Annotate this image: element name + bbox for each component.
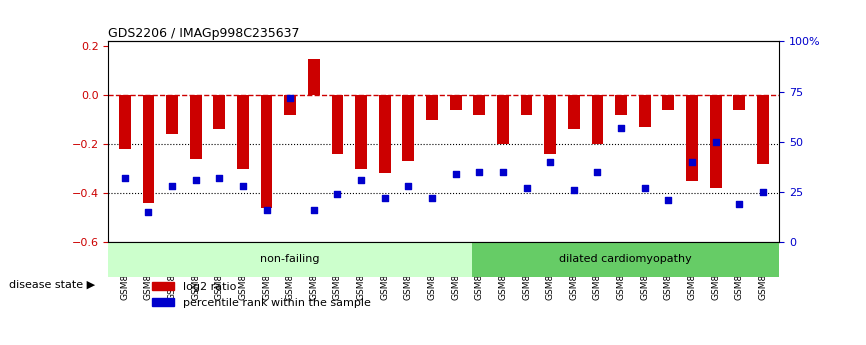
Point bbox=[472, 169, 486, 175]
Point bbox=[520, 185, 533, 190]
Bar bbox=[119, 95, 131, 149]
Point bbox=[425, 195, 439, 200]
Bar bbox=[332, 95, 344, 154]
Bar bbox=[709, 95, 721, 188]
Bar bbox=[497, 95, 509, 144]
Point bbox=[118, 175, 132, 180]
Bar bbox=[639, 95, 650, 127]
Bar bbox=[474, 95, 485, 115]
Point bbox=[402, 183, 416, 188]
Legend: log2 ratio, percentile rank within the sample: log2 ratio, percentile rank within the s… bbox=[147, 278, 375, 312]
Bar bbox=[686, 95, 698, 181]
Bar bbox=[213, 95, 225, 129]
Bar bbox=[544, 95, 556, 154]
Text: dilated cardiomyopathy: dilated cardiomyopathy bbox=[559, 254, 692, 264]
Point bbox=[283, 95, 297, 100]
Bar bbox=[378, 95, 391, 174]
Bar bbox=[520, 95, 533, 115]
Point bbox=[189, 177, 203, 183]
Point bbox=[591, 169, 604, 175]
Bar bbox=[615, 95, 627, 115]
Bar bbox=[237, 95, 249, 169]
Point bbox=[708, 139, 722, 145]
Text: non-failing: non-failing bbox=[261, 254, 320, 264]
Text: disease state ▶: disease state ▶ bbox=[9, 280, 94, 289]
Point bbox=[496, 169, 510, 175]
Point bbox=[449, 171, 462, 177]
Point bbox=[260, 207, 274, 213]
Point bbox=[331, 191, 345, 197]
Point bbox=[756, 189, 770, 195]
Point bbox=[141, 209, 155, 215]
Bar bbox=[143, 95, 154, 203]
Bar bbox=[426, 95, 438, 120]
Bar bbox=[662, 95, 675, 110]
Bar bbox=[591, 95, 604, 144]
Bar bbox=[108, 242, 472, 277]
Text: GDS2206 / IMAGp998C235637: GDS2206 / IMAGp998C235637 bbox=[108, 27, 300, 40]
Point bbox=[165, 183, 179, 188]
Bar bbox=[190, 95, 202, 159]
Point bbox=[614, 125, 628, 130]
Point bbox=[236, 183, 250, 188]
Bar bbox=[403, 95, 414, 161]
Bar bbox=[308, 59, 320, 95]
Bar bbox=[166, 95, 178, 134]
Point bbox=[378, 195, 391, 200]
Point bbox=[567, 187, 581, 193]
Bar bbox=[449, 95, 462, 110]
Point bbox=[543, 159, 557, 165]
Bar bbox=[472, 242, 779, 277]
Point bbox=[212, 175, 226, 180]
Point bbox=[637, 185, 651, 190]
Point bbox=[307, 207, 320, 213]
Bar bbox=[355, 95, 367, 169]
Point bbox=[354, 177, 368, 183]
Bar bbox=[261, 95, 273, 208]
Bar bbox=[757, 95, 769, 164]
Point bbox=[685, 159, 699, 165]
Point bbox=[662, 197, 675, 203]
Bar bbox=[568, 95, 579, 129]
Bar bbox=[734, 95, 745, 110]
Bar bbox=[284, 95, 296, 115]
Point bbox=[733, 201, 746, 207]
